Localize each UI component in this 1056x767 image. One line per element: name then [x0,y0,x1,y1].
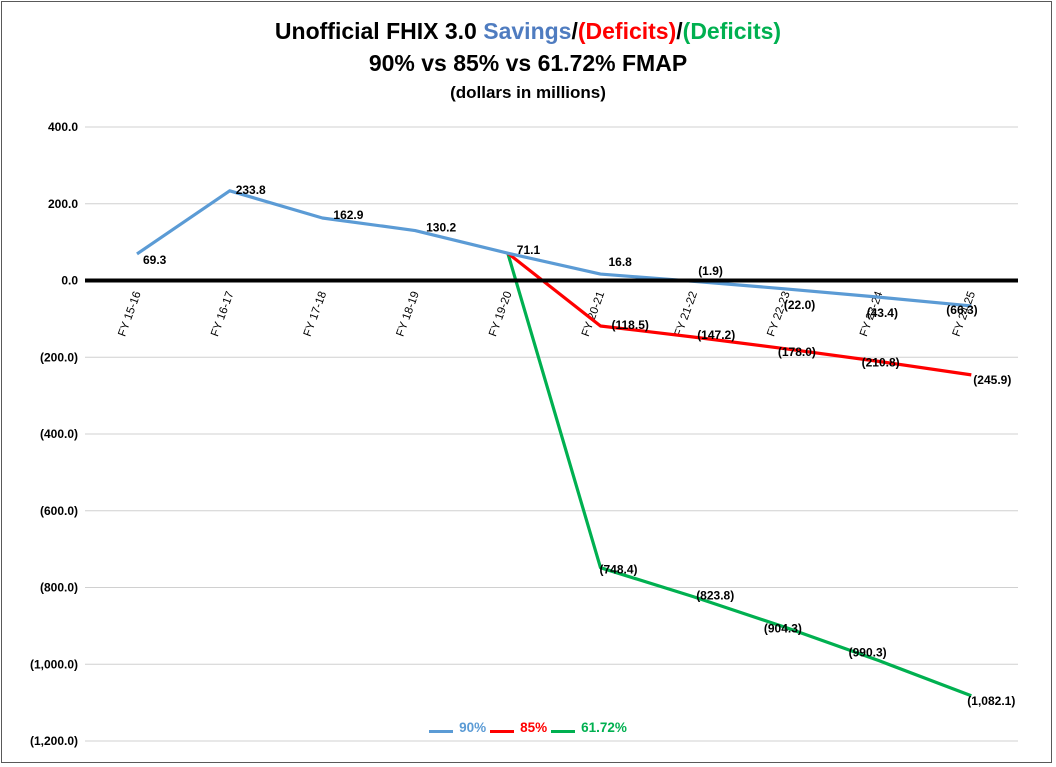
title-separator-1: / [571,18,578,44]
data-label: (147.2) [697,328,735,342]
series-line-90pct [136,189,972,308]
y-tick-label: 200.0 [48,197,78,211]
data-label: (748.4) [600,563,638,577]
data-label: 16.8 [609,255,633,269]
data-label: (823.8) [696,589,734,603]
data-label: 71.1 [517,243,541,257]
title-deficits-green: (Deficits) [682,18,782,44]
data-label: (1.9) [698,264,723,278]
series-line-85pct [506,251,972,377]
y-tick-label: (600.0) [40,504,78,518]
legend-item: 90% [429,720,486,735]
title-separator-2: / [676,18,683,44]
legend-label: 85% [520,720,548,735]
chart-title: Unofficial FHIX 3.0 Savings/(Deficits)/(… [0,18,1056,45]
legend-label: 61.72% [581,720,627,735]
data-label: 69.3 [143,253,167,267]
title-deficits-red: (Deficits) [577,18,677,44]
series-line-61-72pct [506,252,972,698]
y-tick-label: 0.0 [61,274,78,288]
legend-swatch [551,730,576,733]
legend-swatch [490,730,515,733]
x-tick-label: FY 18-19 [395,290,422,338]
data-label: (210.8) [862,355,900,369]
chart-subtitle: 90% vs 85% vs 61.72% FMAP [368,50,688,76]
x-tick-label: FY 15-16 [116,290,143,338]
title-prefix: Unofficial FHIX 3.0 [274,18,484,44]
x-tick-label: FY 17-18 [302,290,329,338]
data-label: (990.3) [849,646,887,660]
x-tick-label: FY 16-17 [209,290,236,338]
y-tick-label: (1,200.0) [30,734,78,748]
data-label: (66.3) [946,303,977,317]
data-label: (118.5) [612,318,649,332]
y-tick-label: (800.0) [40,581,78,595]
y-tick-label: (200.0) [40,350,78,364]
data-label: 130.2 [426,221,456,235]
legend-label: 90% [459,720,487,735]
data-label: 162.9 [333,208,363,222]
title-savings: Savings [483,18,572,44]
data-label: (1,082.1) [967,694,1015,708]
y-tick-label: (1,000.0) [30,657,78,671]
y-tick-label: (400.0) [40,427,78,441]
legend: 90% 85% 61.72% [0,720,1056,736]
x-tick-label: FY 19-20 [487,290,514,338]
legend-item: 85% [490,720,547,735]
data-label: (22.0) [784,298,815,312]
data-label: (245.9) [973,373,1011,387]
legend-swatch [429,730,454,733]
x-tick-label: FY 21-22 [673,290,700,338]
y-tick-label: 400.0 [48,120,78,134]
data-label: (178.0) [778,345,816,359]
data-label: 233.8 [236,183,266,197]
data-label: (904.3) [764,622,802,636]
legend-item: 61.72% [551,720,627,735]
chart-units-note: (dollars in millions) [450,83,606,102]
data-label: (43.4) [867,306,898,320]
